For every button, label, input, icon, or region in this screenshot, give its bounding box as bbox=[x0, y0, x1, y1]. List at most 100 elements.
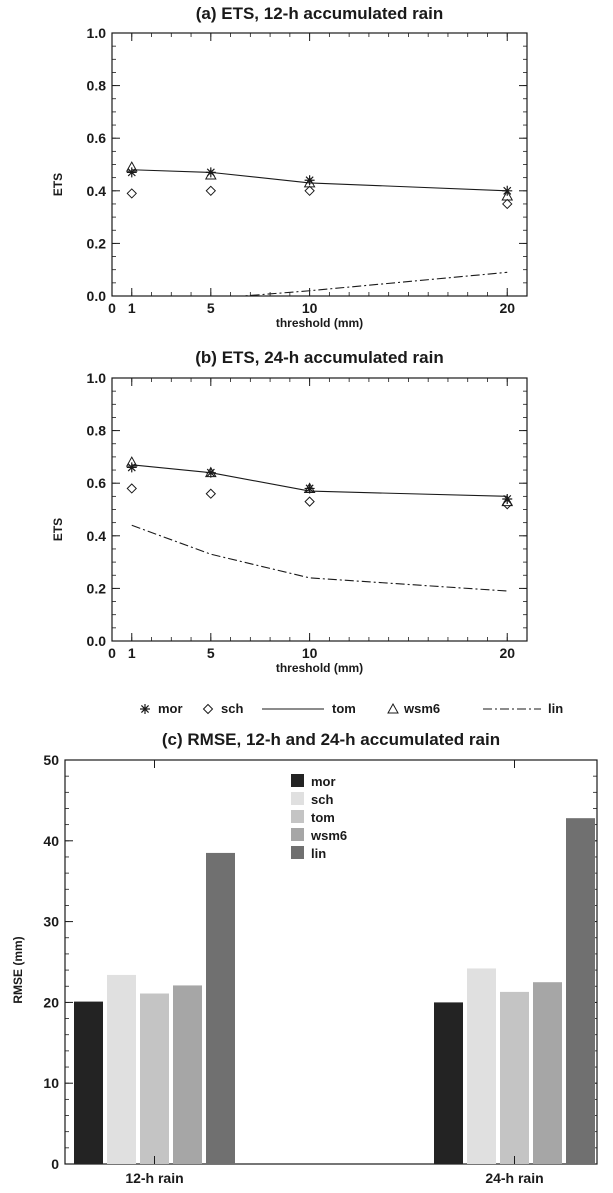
bar-tom bbox=[140, 993, 169, 1164]
data-point-wsm6 bbox=[303, 176, 316, 188]
y-tick-label: 40 bbox=[43, 833, 59, 849]
chart-panel-c: (c) RMSE, 12-h and 24-h accumulated rain… bbox=[11, 730, 598, 1186]
series-line-tom bbox=[131, 464, 508, 497]
series-line-lin bbox=[131, 524, 508, 592]
data-point-sch bbox=[304, 496, 315, 507]
chart-panel-b: (b) ETS, 24-h accumulated rain 0.0 0.2 0.4 0… bbox=[51, 348, 528, 675]
bar-legend: mor sch tom wsm6 lin bbox=[291, 774, 347, 861]
data-point-wsm6 bbox=[125, 456, 138, 467]
data-point-sch bbox=[126, 188, 137, 199]
legend-marker-sch bbox=[202, 703, 214, 715]
y-tick-label: 1.0 bbox=[87, 25, 107, 41]
bar-wsm6 bbox=[173, 985, 202, 1164]
legend-label-wsm6: wsm6 bbox=[310, 828, 347, 843]
legend-label-lin: lin bbox=[311, 846, 326, 861]
y-tick-label: 0.2 bbox=[87, 235, 107, 251]
y-tick-label: 0.6 bbox=[87, 475, 107, 491]
bar-wsm6 bbox=[533, 982, 562, 1164]
data-point-sch bbox=[126, 483, 137, 494]
data-point-wsm6 bbox=[501, 495, 514, 507]
data-point-mor bbox=[304, 483, 315, 494]
bar-sch bbox=[467, 968, 496, 1164]
y-axis-label: ETS bbox=[51, 173, 65, 196]
series-line-lin bbox=[236, 271, 508, 296]
y-tick-label: 30 bbox=[43, 914, 59, 930]
legend-label-tom: tom bbox=[311, 810, 335, 825]
y-tick-label: 0.6 bbox=[87, 130, 107, 146]
x-tick-label: 20 bbox=[499, 645, 515, 661]
bar-lin bbox=[206, 852, 235, 1164]
legend-label-mor: mor bbox=[311, 774, 336, 789]
y-tick-label: 0.8 bbox=[87, 78, 107, 94]
legend-label-lin: lin bbox=[548, 701, 563, 716]
plot-data bbox=[125, 456, 514, 592]
x-tick-label: 24-h rain bbox=[485, 1170, 543, 1186]
y-tick-label: 0.4 bbox=[87, 183, 107, 199]
x-tick-label: 0 bbox=[108, 300, 116, 316]
legend-marker-wsm6 bbox=[387, 702, 399, 714]
x-tick-label: 20 bbox=[499, 300, 515, 316]
data-point-wsm6 bbox=[204, 168, 217, 180]
bar-mor bbox=[434, 1002, 463, 1164]
data-point-wsm6 bbox=[125, 161, 138, 172]
data-point-sch bbox=[205, 185, 217, 197]
y-axis-label: ETS bbox=[51, 518, 65, 541]
plot-frame bbox=[64, 759, 598, 1165]
y-tick-label: 0.2 bbox=[87, 580, 107, 596]
legend-swatch-wsm6 bbox=[291, 828, 304, 841]
plot-frame bbox=[111, 377, 528, 642]
legend-marker-mor bbox=[140, 704, 150, 714]
bar-mor bbox=[74, 1001, 103, 1164]
bar-tom bbox=[500, 991, 529, 1164]
x-tick-label: 10 bbox=[302, 300, 318, 316]
x-tick-label: 12-h rain bbox=[125, 1170, 183, 1186]
legend-label-tom: tom bbox=[332, 701, 356, 716]
chart-panel-a: (a) ETS, 12-h accumulated rain 0.0 0.2 0.4 0… bbox=[51, 4, 528, 330]
legend-swatch-tom bbox=[291, 810, 304, 823]
x-tick-label: 5 bbox=[207, 645, 215, 661]
plot-frame bbox=[111, 32, 528, 297]
data-point-wsm6 bbox=[303, 482, 316, 493]
legend-label-sch: sch bbox=[221, 701, 243, 716]
legend-label-sch: sch bbox=[311, 792, 333, 807]
x-axis-label: threshold (mm) bbox=[276, 316, 363, 330]
plot-data bbox=[125, 161, 514, 296]
chart-title: (b) ETS, 24-h accumulated rain bbox=[195, 348, 443, 367]
y-tick-label: 50 bbox=[43, 752, 59, 768]
y-tick-label: 0.8 bbox=[87, 423, 107, 439]
data-point-mor bbox=[126, 167, 137, 178]
legend-label-wsm6: wsm6 bbox=[403, 701, 440, 716]
x-axis-label: threshold (mm) bbox=[276, 661, 363, 675]
y-tick-label: 0.0 bbox=[87, 288, 107, 304]
data-point-sch bbox=[304, 185, 315, 197]
y-axis-label: RMSE (mm) bbox=[11, 936, 25, 1003]
legend-swatch-mor bbox=[291, 774, 304, 787]
y-tick-label: 0.4 bbox=[87, 528, 107, 544]
series-line-tom bbox=[131, 169, 508, 192]
x-tick-label: 5 bbox=[207, 300, 215, 316]
legend-swatch-lin bbox=[291, 846, 304, 859]
legend-swatch-sch bbox=[291, 792, 304, 805]
bar-lin bbox=[566, 818, 595, 1164]
y-tick-label: 20 bbox=[43, 994, 59, 1010]
legend-label-mor: mor bbox=[158, 701, 183, 716]
data-point-mor bbox=[502, 493, 513, 504]
x-tick-label: 10 bbox=[302, 645, 318, 661]
chart-title: (a) ETS, 12-h accumulated rain bbox=[196, 4, 444, 23]
x-tick-label: 1 bbox=[128, 645, 136, 661]
x-tick-label: 1 bbox=[128, 300, 136, 316]
x-tick-label: 0 bbox=[108, 645, 116, 661]
data-point-wsm6 bbox=[501, 190, 514, 201]
bar-sch bbox=[107, 974, 136, 1164]
data-point-mor bbox=[126, 462, 137, 473]
y-tick-label: 0 bbox=[51, 1156, 59, 1172]
data-point-wsm6 bbox=[204, 466, 217, 478]
line-legend: mor sch tom wsm6 lin bbox=[140, 701, 563, 716]
data-point-sch bbox=[502, 198, 513, 210]
data-point-mor bbox=[304, 175, 315, 186]
chart-title: (c) RMSE, 12-h and 24-h accumulated rain bbox=[162, 730, 500, 749]
y-tick-label: 10 bbox=[43, 1075, 59, 1091]
y-tick-label: 1.0 bbox=[87, 370, 107, 386]
data-point-sch bbox=[205, 488, 217, 499]
y-tick-label: 0.0 bbox=[87, 633, 107, 649]
